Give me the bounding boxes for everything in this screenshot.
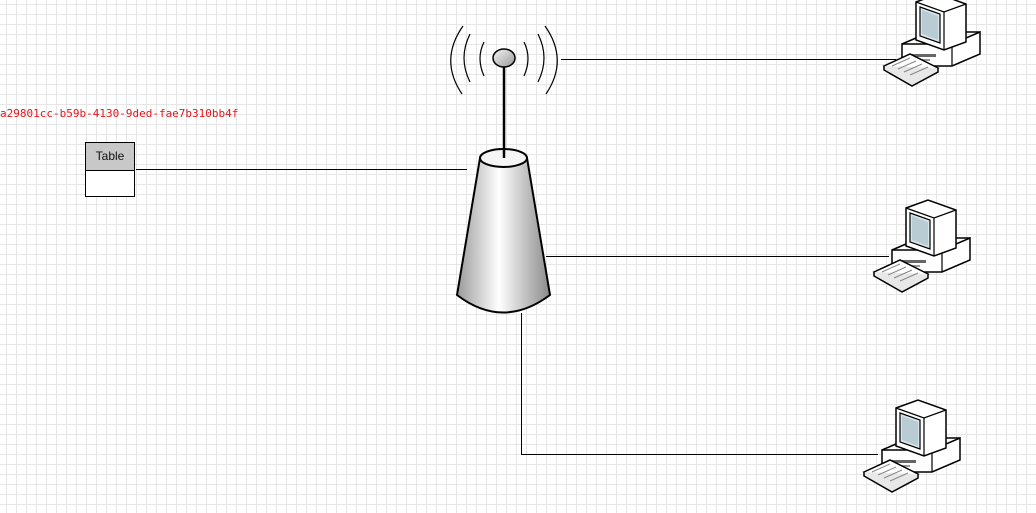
table-header: Table	[86, 143, 134, 171]
desktop-computer-icon-1[interactable]	[883, 0, 981, 87]
connectors	[136, 59, 896, 455]
desktop-computer-icon-3[interactable]	[863, 399, 961, 493]
table-body[interactable]	[86, 171, 134, 197]
shape-id-label: a29801cc-b59b-4130-9ded-fae7b310bb4f	[0, 107, 239, 120]
connector-hub-to-pc-3[interactable]	[521, 313, 879, 455]
table-shape[interactable]: Table	[85, 142, 135, 197]
cone-hub-icon[interactable]	[455, 148, 552, 314]
wireless-antenna-icon[interactable]	[450, 25, 558, 150]
desktop-computer-icon-2[interactable]	[873, 199, 971, 293]
